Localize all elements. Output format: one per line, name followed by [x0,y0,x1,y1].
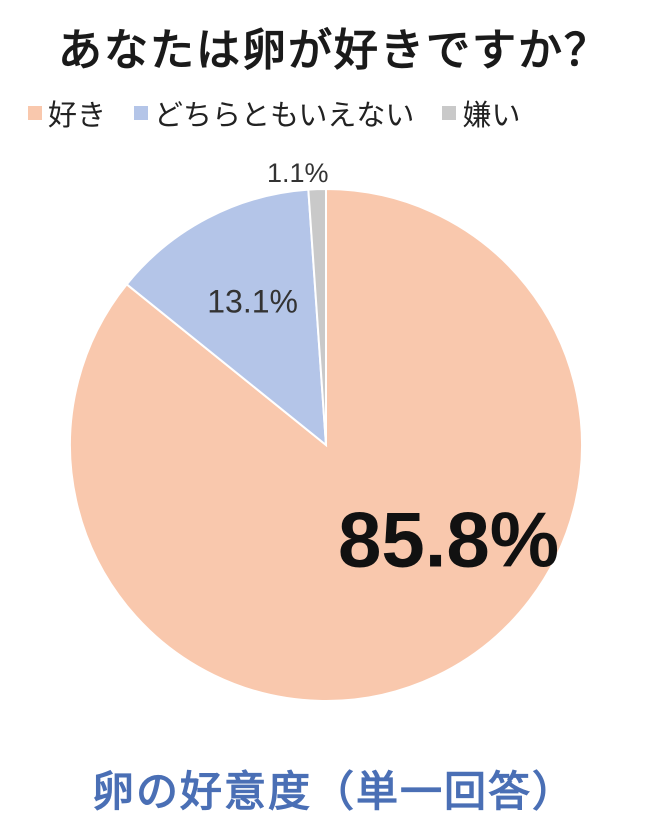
pie-label-dislike: 1.1% [267,158,329,188]
pie-slices [69,187,583,702]
pie-label-neutral: 13.1% [207,284,298,320]
legend: 好き どちらともいえない 嫌い [28,92,548,134]
legend-swatch-dislike [442,106,457,120]
legend-swatch-neutral [134,106,149,120]
pie-labels: 85.8% 13.1% 1.1% [207,158,559,583]
chart-title: あなたは卵が好きですか？ [58,25,610,76]
legend-item-neutral: どちらともいえない [134,92,414,134]
pie-slice-neutral [125,188,328,448]
pie-slice-like [69,187,583,702]
pie-label-like: 85.8% [338,495,559,583]
legend-item-like: 好き [28,92,106,134]
legend-item-dislike: 嫌い [442,92,520,134]
chart-subtitle: 卵の好意度（単一回答） [91,767,576,816]
legend-label-neutral: どちらともいえない [154,98,415,132]
legend-swatch-like [28,106,42,120]
pie-chart: 85.8% 13.1% 1.1% [69,158,583,702]
pie-slice-dislike [307,187,327,446]
legend-label-dislike: 嫌い [462,98,521,132]
legend-label-like: 好き [48,98,107,132]
